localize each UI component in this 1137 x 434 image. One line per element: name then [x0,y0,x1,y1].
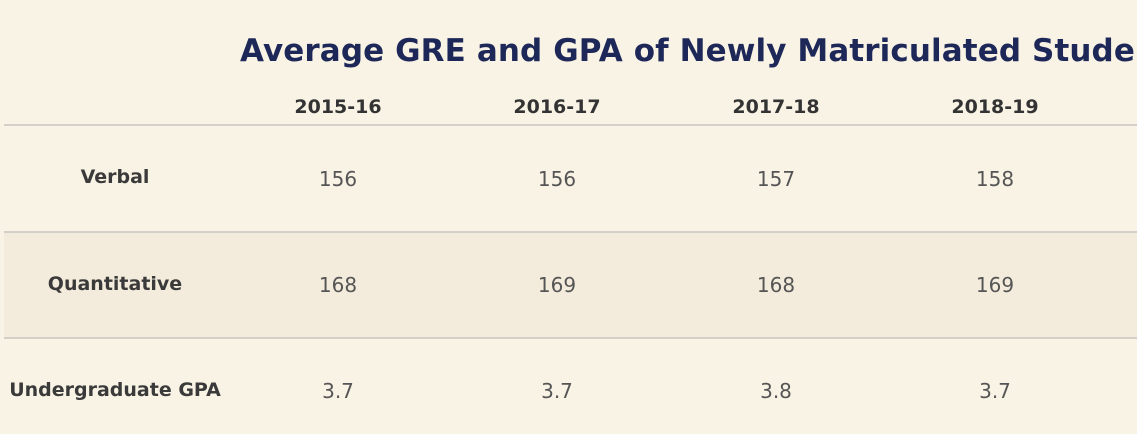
column-header-2015-16: 2015-16 [294,96,382,118]
table-cell: 158 [975,167,1015,191]
table-cell: 169 [975,273,1015,297]
row-divider-2 [4,337,1137,339]
table-cell: 169 [537,273,577,297]
row-label-quantitative: Quantitative [47,273,183,295]
table-cell: 168 [756,273,796,297]
row-divider-1 [4,231,1137,233]
row-label-undergraduate-gpa: Undergraduate GPA [9,379,221,401]
table-cell: 156 [537,167,577,191]
table-cell: 156 [318,167,358,191]
table-cell: 3.7 [979,379,1011,403]
table-cell: 3.7 [541,379,573,403]
table-cell: 157 [756,167,796,191]
header-divider [4,124,1137,126]
column-header-2016-17: 2016-17 [513,96,601,118]
table-cell: 3.8 [760,379,792,403]
table-cell: 3.7 [322,379,354,403]
column-header-2018-19: 2018-19 [951,96,1039,118]
table-cell: 168 [318,273,358,297]
column-header-2017-18: 2017-18 [732,96,820,118]
table-title: Average GRE and GPA of Newly Matriculate… [240,33,1137,69]
row-label-verbal: Verbal [80,166,150,188]
row-band-quantitative [4,232,1137,338]
